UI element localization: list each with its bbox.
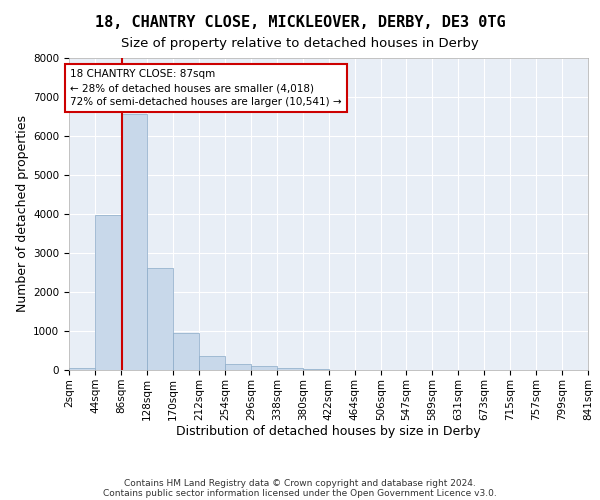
Bar bbox=[147, 268, 173, 370]
X-axis label: Distribution of detached houses by size in Derby: Distribution of detached houses by size … bbox=[176, 426, 481, 438]
Bar bbox=[225, 364, 251, 370]
Text: Size of property relative to detached houses in Derby: Size of property relative to detached ho… bbox=[121, 38, 479, 51]
Bar bbox=[121, 114, 147, 370]
Bar bbox=[173, 333, 199, 370]
Text: 18, CHANTRY CLOSE, MICKLEOVER, DERBY, DE3 0TG: 18, CHANTRY CLOSE, MICKLEOVER, DERBY, DE… bbox=[95, 15, 505, 30]
Bar bbox=[251, 366, 277, 370]
Bar bbox=[303, 369, 329, 370]
Bar bbox=[69, 368, 95, 370]
Bar bbox=[199, 356, 225, 370]
Text: Contains HM Land Registry data © Crown copyright and database right 2024.: Contains HM Land Registry data © Crown c… bbox=[124, 478, 476, 488]
Bar bbox=[277, 368, 303, 370]
Text: Contains public sector information licensed under the Open Government Licence v3: Contains public sector information licen… bbox=[103, 488, 497, 498]
Text: 18 CHANTRY CLOSE: 87sqm
← 28% of detached houses are smaller (4,018)
72% of semi: 18 CHANTRY CLOSE: 87sqm ← 28% of detache… bbox=[70, 69, 342, 107]
Bar bbox=[95, 214, 121, 370]
Y-axis label: Number of detached properties: Number of detached properties bbox=[16, 116, 29, 312]
